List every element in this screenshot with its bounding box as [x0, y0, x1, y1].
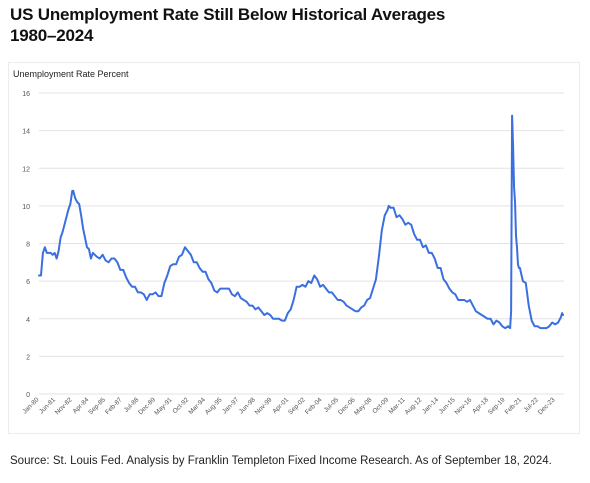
y-tick-label: 14 — [22, 129, 30, 136]
x-tick-label: Feb-21 — [504, 396, 524, 416]
y-axis-label: Unemployment Rate Percent — [13, 69, 129, 79]
x-tick-label: Sep-02 — [287, 396, 307, 416]
x-tick-label: Jan-97 — [221, 396, 240, 415]
series-group — [38, 114, 565, 330]
y-tick-label: 2 — [26, 354, 30, 361]
y-tick-label: 10 — [22, 204, 30, 211]
x-tick-label: Aug-95 — [204, 396, 224, 416]
x-tick-label: Oct-09 — [371, 396, 390, 415]
x-tick-label: Jan-80 — [21, 396, 40, 415]
chart-title-line-2: 1980–2024 — [10, 26, 94, 45]
y-tick-label: 6 — [26, 279, 30, 286]
x-tick-label: Sep-19 — [487, 396, 507, 416]
y-axis-ticks: 0 2 4 6 8 10 12 14 16 — [22, 91, 30, 399]
y-tick-label: 0 — [26, 392, 30, 399]
chart-panel: Unemployment Rate Percent 0 2 4 6 8 10 12 14 16 … — [8, 62, 580, 434]
x-tick-label: Aug-12 — [404, 396, 424, 416]
x-tick-label: Feb-04 — [304, 396, 324, 416]
x-tick-label: Nov-16 — [454, 396, 474, 416]
y-tick-label: 16 — [22, 91, 30, 98]
x-tick-label: Nov-82 — [54, 396, 74, 416]
x-tick-label: Feb-87 — [104, 396, 124, 416]
chart-title-line-1: US Unemployment Rate Still Below Histori… — [10, 5, 446, 24]
y-tick-label: 4 — [26, 317, 30, 324]
x-tick-label: Jan-14 — [421, 396, 440, 415]
chart-title: US Unemployment Rate Still Below Histori… — [10, 4, 445, 46]
x-tick-label: May-91 — [153, 396, 174, 417]
x-tick-label: Sep-85 — [87, 396, 107, 416]
y-tick-label: 8 — [26, 242, 30, 249]
x-tick-label: May-08 — [353, 396, 374, 417]
line-chart: Unemployment Rate Percent 0246810121416 … — [13, 69, 565, 417]
x-tick-label: Dec-23 — [537, 396, 557, 416]
series-line-0 — [38, 114, 565, 330]
y-tick-label: 12 — [22, 166, 30, 173]
source-note: Source: St. Louis Fed. Analysis by Frank… — [10, 455, 552, 467]
gridlines — [39, 92, 564, 395]
x-tick-label: Nov-99 — [254, 396, 274, 416]
